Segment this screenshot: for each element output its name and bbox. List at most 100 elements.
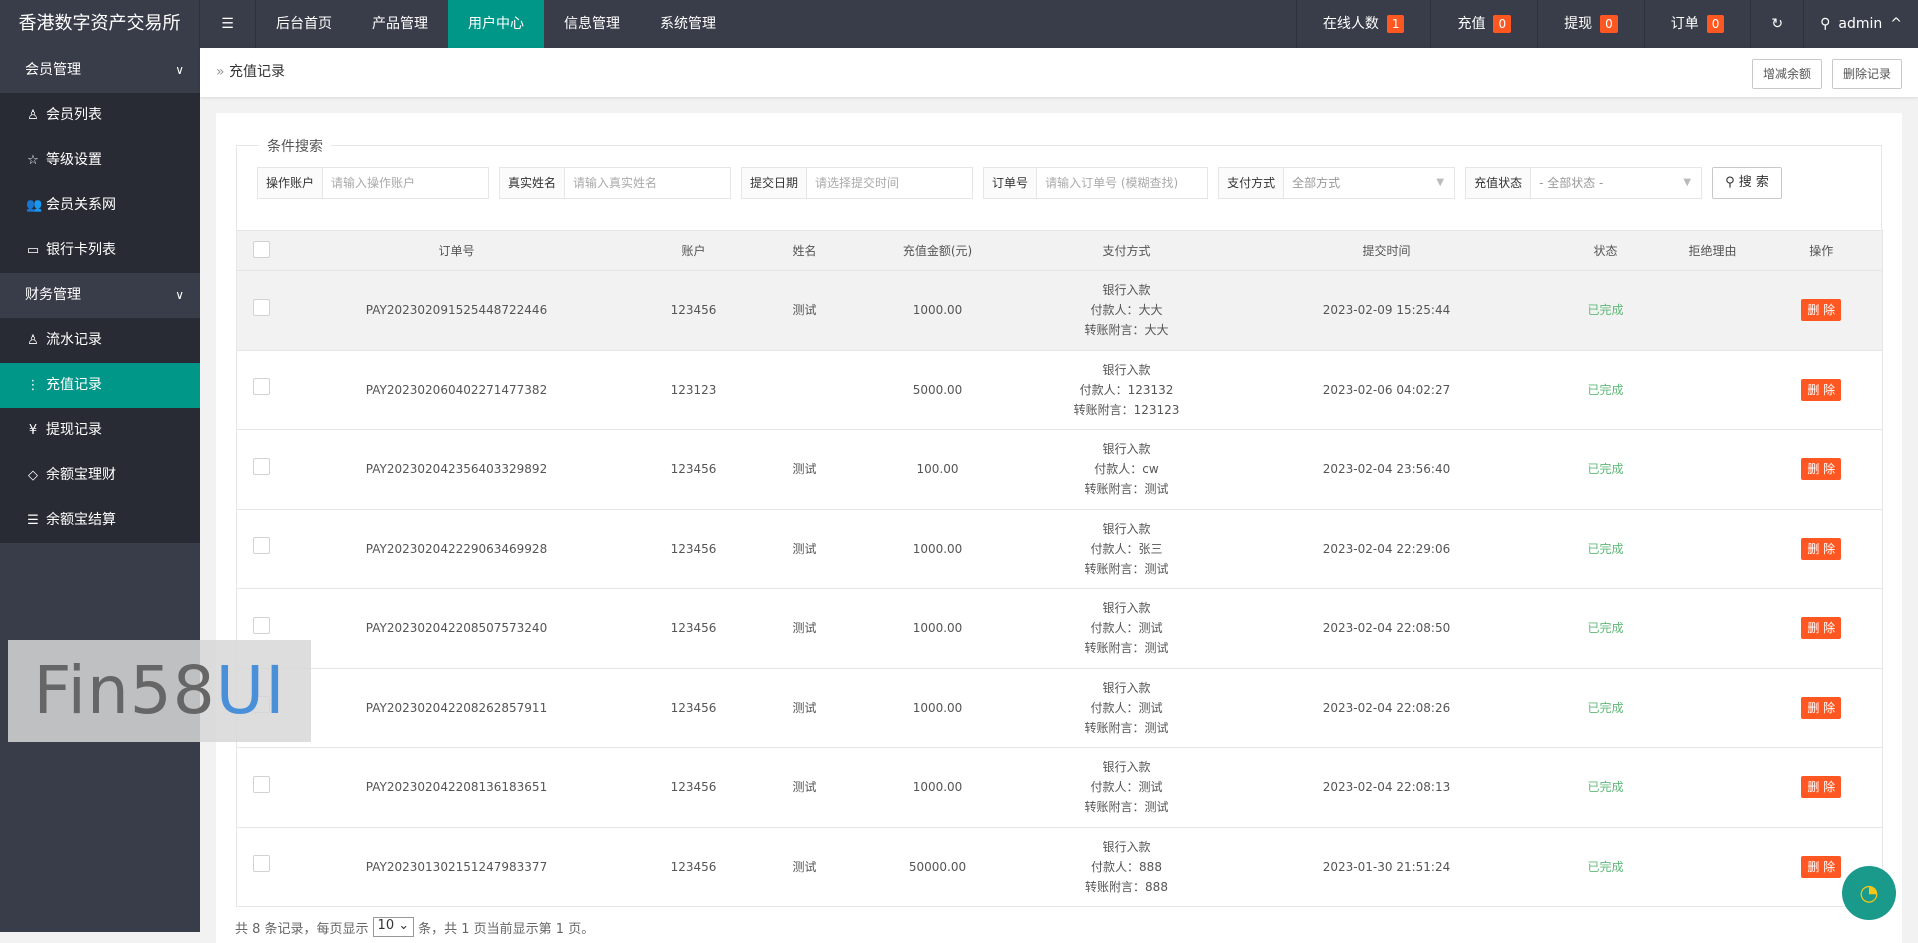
account-label: 操作账户 (258, 168, 324, 198)
recharge-table: 订单号 账户 姓名 充值金额(元) 支付方式 提交时间 状态 拒绝理由 操作 PAY202302… (236, 230, 1883, 907)
sidebar-group-members[interactable]: 会员管理 ∨ (0, 48, 200, 93)
row-select[interactable] (236, 270, 287, 351)
checkbox[interactable] (253, 537, 271, 555)
order-input[interactable] (1037, 168, 1208, 198)
item-label: 提现记录 (46, 422, 102, 438)
checkbox[interactable] (253, 855, 271, 873)
cell-action: 删 除 (1760, 747, 1883, 828)
cell-order: PAY202302060402271477382 (286, 349, 627, 430)
yen-icon: ¥ (28, 423, 38, 438)
checkbox[interactable] (253, 240, 271, 258)
column-header: 状态 (1546, 230, 1665, 271)
pay-select[interactable]: 全部方式 ▼ (1284, 168, 1454, 198)
online-users[interactable]: 在线人数 1 (1295, 0, 1431, 48)
item-label: 会员关系网 (46, 197, 116, 213)
delete-records-button[interactable]: 删除记录 (1832, 59, 1903, 89)
cell-pay: 银行入款 付款人：cw 转账附言：测试 (1026, 429, 1227, 510)
withdraw-notice[interactable]: 提现 0 (1537, 0, 1644, 48)
row-select[interactable] (236, 429, 287, 510)
cell-time: 2023-02-04 22:08:26 (1226, 667, 1547, 748)
status-badge: 已完成 (1587, 541, 1624, 556)
adjust-balance-button[interactable]: 增减余额 (1752, 59, 1823, 89)
delete-button[interactable]: 删 除 (1801, 855, 1842, 878)
nav-info[interactable]: 信息管理 (564, 16, 620, 32)
delete-button[interactable]: 删 除 (1801, 537, 1842, 560)
row-select[interactable] (236, 747, 287, 828)
item-label: 余额宝理财 (46, 467, 116, 483)
delete-button[interactable]: 删 除 (1801, 378, 1842, 401)
order-label: 订单 (1670, 16, 1699, 32)
cell-action: 删 除 (1760, 270, 1883, 351)
cell-pay: 银行入款 付款人：888 转账附言：888 (1026, 826, 1227, 907)
search-button[interactable]: ⚲ 搜 索 (1712, 167, 1782, 199)
sidebar-item-member-list[interactable]: ♙ 会员列表 (0, 93, 200, 138)
sidebar-item-levels[interactable]: ☆ 等级设置 (0, 138, 200, 183)
search-legend: 条件搜索 (259, 136, 331, 156)
pay-line: 转账附言：888 (1085, 879, 1168, 894)
checkbox[interactable] (253, 457, 271, 475)
sidebar-item-withdraw[interactable]: ¥ 提现记录 (0, 408, 200, 453)
pay-label: 支付方式 (1219, 168, 1285, 198)
sidebar-item-flow[interactable]: ♙ 流水记录 (0, 318, 200, 363)
status-badge: 已完成 (1587, 700, 1624, 715)
page-size-select[interactable]: 10 ⌄ (372, 917, 415, 937)
status-select[interactable]: - 全部状态 - ▼ (1531, 168, 1701, 198)
sidebar-item-recharge[interactable]: ⋮ 充值记录 (0, 363, 200, 408)
chevron-down-icon: ∨ (175, 288, 184, 302)
table-row: PAY202302060402271477382 123123 5000.00 银行入… (236, 349, 1883, 430)
select-all[interactable] (236, 230, 287, 271)
chat-icon: ◔ (1859, 880, 1879, 906)
delete-button[interactable]: 删 除 (1801, 776, 1842, 799)
nav-home[interactable]: 后台首页 (276, 16, 332, 32)
pay-line: 付款人：大大 (1090, 303, 1163, 318)
diamond-icon: ◇ (28, 468, 38, 483)
delete-button[interactable]: 删 除 (1801, 696, 1842, 719)
sidebar-item-bank-cards[interactable]: ▭ 银行卡列表 (0, 228, 200, 273)
checkbox[interactable] (253, 378, 271, 396)
nav-system[interactable]: 系统管理 (660, 16, 716, 32)
pay-line: 付款人：测试 (1090, 700, 1163, 715)
row-select[interactable] (236, 826, 287, 907)
delete-button[interactable]: 删 除 (1801, 617, 1842, 640)
page-size-value: 10 (377, 918, 395, 933)
sidebar: 会员管理 ∨ ♙ 会员列表 ☆ 等级设置 👥 会员关系网 ▭ 银行卡列表 财务管理 ∨ ♙ 流… (0, 48, 200, 932)
column-header: 操作 (1760, 230, 1883, 271)
user-menu[interactable]: ⚲ admin ^ (1803, 0, 1918, 48)
cell-status: 已完成 (1546, 826, 1665, 907)
cell-account: 123456 (626, 747, 761, 828)
cell-time: 2023-02-04 22:29:06 (1226, 508, 1547, 589)
checkbox[interactable] (253, 298, 271, 316)
account-input[interactable] (323, 168, 489, 198)
user-icon: ⚲ (1820, 16, 1831, 32)
date-input[interactable] (807, 168, 973, 198)
online-label: 在线人数 (1322, 16, 1379, 32)
group-label: 会员管理 (25, 62, 81, 78)
menu-toggle-icon[interactable]: ☰ (200, 0, 256, 48)
delete-button[interactable]: 删 除 (1801, 458, 1842, 481)
nav-user-center[interactable]: 用户中心 (448, 0, 544, 48)
chevron-up-icon: ^ (1890, 16, 1902, 32)
cell-order: PAY202301302151247983377 (286, 826, 627, 907)
sidebar-item-yuebao-settle[interactable]: ☰ 余额宝结算 (0, 498, 200, 543)
checkbox[interactable] (253, 616, 271, 634)
name-input[interactable] (565, 168, 731, 198)
cell-reason (1664, 508, 1761, 589)
chat-button[interactable]: ◔ (1842, 866, 1896, 920)
checkbox[interactable] (253, 775, 271, 793)
item-label: 余额宝结算 (46, 512, 116, 528)
sidebar-item-yuebao[interactable]: ◇ 余额宝理财 (0, 453, 200, 498)
nav-products[interactable]: 产品管理 (372, 16, 428, 32)
sidebar-item-relations[interactable]: 👥 会员关系网 (0, 183, 200, 228)
refresh-icon[interactable]: ↻ (1750, 0, 1803, 48)
cell-pay: 银行入款 付款人：测试 转账附言：测试 (1026, 588, 1227, 669)
order-notice[interactable]: 订单 0 (1643, 0, 1751, 48)
cell-status: 已完成 (1546, 270, 1665, 351)
row-select[interactable] (236, 349, 287, 430)
cell-name (760, 349, 849, 430)
delete-button[interactable]: 删 除 (1801, 299, 1842, 322)
recharge-notice[interactable]: 充值 0 (1430, 0, 1537, 48)
row-select[interactable] (236, 508, 287, 589)
column-header: 支付方式 (1026, 230, 1227, 271)
sidebar-group-finance[interactable]: 财务管理 ∨ (0, 273, 200, 318)
cell-time: 2023-02-04 22:08:13 (1226, 747, 1547, 828)
